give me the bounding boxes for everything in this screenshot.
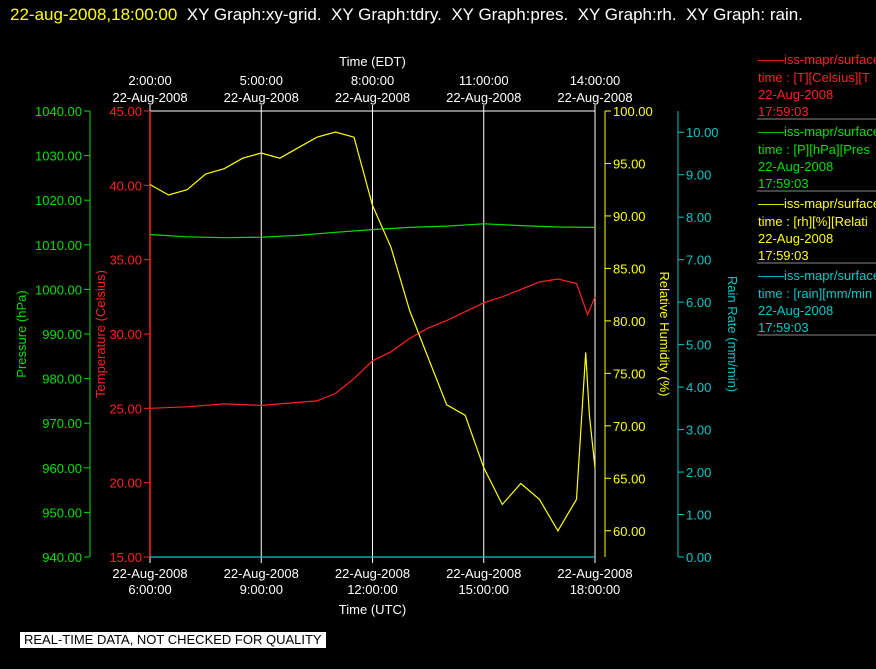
legend-time: 17:59:03 bbox=[758, 248, 809, 263]
pressure-tick-label: 960.00 bbox=[42, 461, 82, 476]
pressure-tick-label: 950.00 bbox=[42, 505, 82, 520]
legend-variable: time : [rh][%][Relati bbox=[758, 214, 868, 229]
legend-source: ——iss-mapr/surface bbox=[758, 52, 876, 67]
legend-date: 22-Aug-2008 bbox=[758, 87, 833, 102]
temperature-tick-label: 20.00 bbox=[109, 476, 142, 491]
temperature-tick-label: 35.00 bbox=[109, 253, 142, 268]
rain-tick-label: 2.00 bbox=[686, 465, 711, 480]
x-axis-title-utc: Time (UTC) bbox=[339, 602, 406, 617]
humidity-tick-label: 70.00 bbox=[613, 419, 646, 434]
x-top-tick-label-date: 22-Aug-2008 bbox=[557, 90, 632, 105]
legend-date: 22-Aug-2008 bbox=[758, 159, 833, 174]
humidity-tick-label: 75.00 bbox=[613, 366, 646, 381]
humidity-tick-label: 80.00 bbox=[613, 314, 646, 329]
header-title-rh: XY Graph:rh. bbox=[577, 5, 677, 24]
humidity-tick-label: 90.00 bbox=[613, 209, 646, 224]
humidity-axis-title: Relative Humidity (%) bbox=[657, 272, 672, 397]
temperature-axis-title: Temperature (Celsius) bbox=[93, 270, 108, 398]
pressure-tick-label: 1040.00 bbox=[35, 104, 82, 119]
header-title-pres: XY Graph:pres. bbox=[451, 5, 569, 24]
rain-tick-label: 0.00 bbox=[686, 550, 711, 565]
pressure-tick-label: 1030.00 bbox=[35, 149, 82, 164]
x-tick-label-date: 22-Aug-2008 bbox=[335, 566, 410, 581]
pressure-tick-label: 980.00 bbox=[42, 372, 82, 387]
quality-disclaimer: REAL-TIME DATA, NOT CHECKED FOR QUALITY bbox=[20, 632, 326, 648]
pressure-axis-title: Pressure (hPa) bbox=[14, 290, 29, 377]
x-tick-label-date: 22-Aug-2008 bbox=[557, 566, 632, 581]
pressure-tick-label: 1020.00 bbox=[35, 193, 82, 208]
x-top-tick-label-date: 22-Aug-2008 bbox=[446, 90, 521, 105]
legend-time: 17:59:03 bbox=[758, 320, 809, 335]
x-tick-label-date: 22-Aug-2008 bbox=[112, 566, 187, 581]
x-tick-label-date: 22-Aug-2008 bbox=[224, 566, 299, 581]
x-tick-label-time: 6:00:00 bbox=[128, 582, 171, 597]
x-tick-label-time: 12:00:00 bbox=[347, 582, 398, 597]
humidity-tick-label: 65.00 bbox=[613, 471, 646, 486]
rain-tick-label: 4.00 bbox=[686, 380, 711, 395]
pressure-tick-label: 1000.00 bbox=[35, 282, 82, 297]
legend-time: 17:59:03 bbox=[758, 176, 809, 191]
x-top-tick-label-time: 14:00:00 bbox=[570, 73, 621, 88]
temperature-tick-label: 45.00 bbox=[109, 104, 142, 119]
x-top-tick-label-time: 11:00:00 bbox=[459, 73, 509, 88]
rain-tick-label: 6.00 bbox=[686, 295, 711, 310]
humidity-series-line bbox=[149, 131, 596, 532]
humidity-tick-label: 95.00 bbox=[613, 156, 646, 171]
rain-tick-label: 10.00 bbox=[686, 125, 719, 140]
humidity-tick-label: 100.00 bbox=[613, 104, 653, 119]
legend-date: 22-Aug-2008 bbox=[758, 231, 833, 246]
pressure-tick-label: 990.00 bbox=[42, 327, 82, 342]
x-tick-label-date: 22-Aug-2008 bbox=[446, 566, 521, 581]
legend-source: ——iss-mapr/surface bbox=[758, 196, 876, 211]
header-title-rain: rain. bbox=[769, 5, 803, 24]
rain-tick-label: 3.00 bbox=[686, 423, 711, 438]
rain-tick-label: 1.00 bbox=[686, 508, 711, 523]
legend-variable: time : [rain][mm/min bbox=[758, 286, 872, 301]
graph-header: 22-aug-2008,18:00:00 XY Graph:xy-grid. X… bbox=[10, 2, 866, 28]
pressure-tick-label: 970.00 bbox=[42, 416, 82, 431]
header-title-tdry: XY Graph:tdry. bbox=[331, 5, 442, 24]
temperature-tick-label: 25.00 bbox=[109, 401, 142, 416]
x-top-tick-label-date: 22-Aug-2008 bbox=[335, 90, 410, 105]
x-tick-label-time: 15:00:00 bbox=[458, 582, 509, 597]
pressure-tick-label: 940.00 bbox=[42, 550, 82, 565]
x-top-tick-label-date: 22-Aug-2008 bbox=[112, 90, 187, 105]
rain-axis-title: Rain Rate (mm/min) bbox=[725, 276, 740, 392]
legend-source: ——iss-mapr/surface bbox=[758, 268, 876, 283]
humidity-tick-label: 60.00 bbox=[613, 524, 646, 539]
legend-variable: time : [T][Celsius][T bbox=[758, 70, 870, 85]
temperature-tick-label: 15.00 bbox=[109, 550, 142, 565]
header-timestamp: 22-aug-2008,18:00:00 bbox=[10, 5, 178, 24]
pressure-tick-label: 1010.00 bbox=[35, 238, 82, 253]
x-top-tick-label-date: 22-Aug-2008 bbox=[224, 90, 299, 105]
x-top-tick-label-time: 5:00:00 bbox=[240, 73, 283, 88]
x-top-tick-label-time: 8:00:00 bbox=[351, 73, 394, 88]
temperature-tick-label: 40.00 bbox=[109, 178, 142, 193]
x-top-tick-label-time: 2:00:00 bbox=[128, 73, 171, 88]
pressure-series-line bbox=[149, 223, 596, 239]
rain-tick-label: 7.00 bbox=[686, 253, 711, 268]
header-title-grid: XY Graph:xy-grid. bbox=[186, 5, 322, 24]
header-title-xy: XY Graph: bbox=[686, 5, 766, 24]
legend-time: 17:59:03 bbox=[758, 104, 809, 119]
legend-date: 22-Aug-2008 bbox=[758, 303, 833, 318]
humidity-tick-label: 85.00 bbox=[613, 261, 646, 276]
x-tick-label-time: 18:00:00 bbox=[570, 582, 621, 597]
temperature-tick-label: 30.00 bbox=[109, 327, 142, 342]
legend-variable: time : [P][hPa][Pres bbox=[758, 142, 870, 157]
x-tick-label-time: 9:00:00 bbox=[240, 582, 283, 597]
rain-tick-label: 9.00 bbox=[686, 168, 711, 183]
x-axis-title-edt: Time (EDT) bbox=[339, 54, 406, 69]
rain-tick-label: 5.00 bbox=[686, 338, 711, 353]
rain-tick-label: 8.00 bbox=[686, 210, 711, 225]
legend-source: ——iss-mapr/surface bbox=[758, 124, 876, 139]
